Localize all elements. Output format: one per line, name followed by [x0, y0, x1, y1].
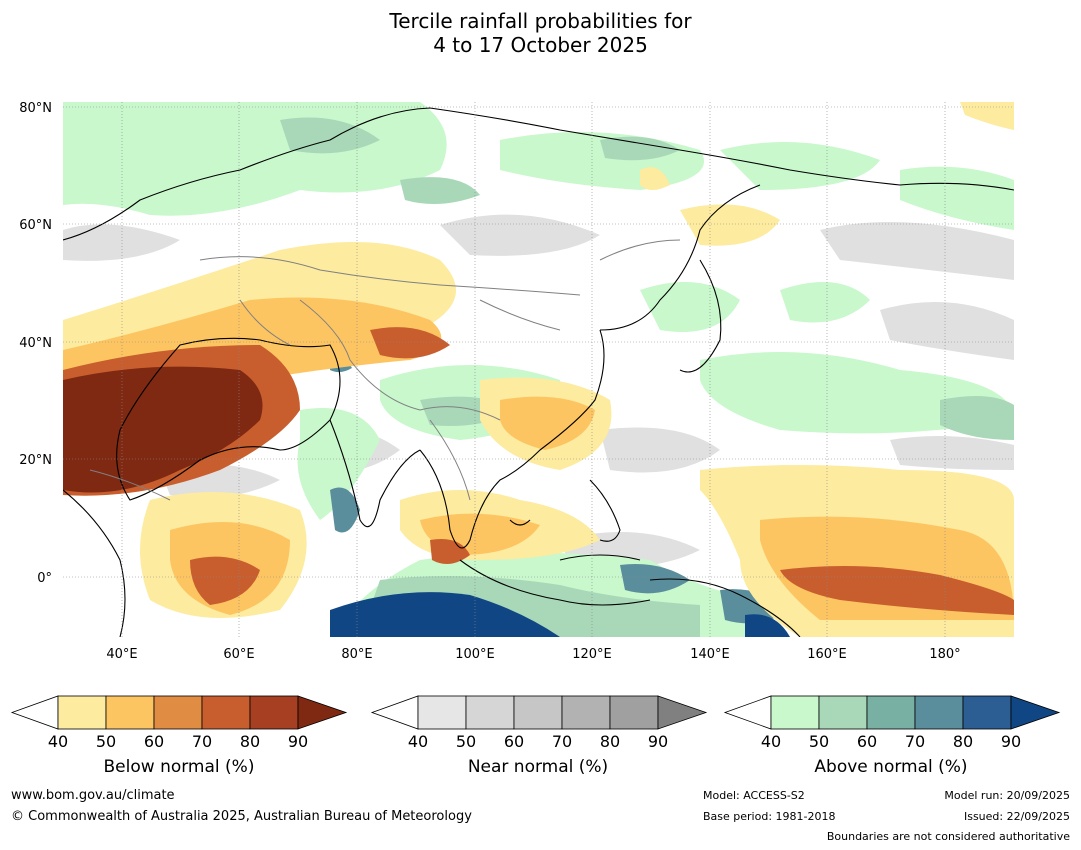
above-tick-label: 90: [1001, 732, 1021, 751]
near-tick-label: 60: [504, 732, 524, 751]
rainfall-probability-map: 80°N 60°N 40°N 20°N 0° 40°E 60°E 80°E 10…: [19, 101, 1014, 660]
below-normal-90-regions: [63, 366, 263, 493]
below-color-swatch: [249, 695, 299, 730]
near-under-triangle: [370, 695, 419, 730]
below-normal-colorbar: 40 50 60 70 80 90: [10, 695, 348, 751]
lon-label: 100°E: [455, 647, 495, 660]
above-tick-label: 40: [761, 732, 781, 751]
near-color-swatch: [417, 695, 467, 730]
copyright-text: © Commonwealth of Australia 2025, Austra…: [11, 809, 472, 824]
above-over-triangle: [1010, 695, 1061, 730]
lon-label: 160°E: [807, 647, 847, 660]
lat-label: 60°N: [19, 218, 52, 233]
lon-label: 80°E: [341, 647, 372, 660]
below-tick-label: 60: [144, 732, 164, 751]
map-title-line-1: Tercile rainfall probabilities for: [389, 9, 692, 33]
model-run-text: Model run: 20/09/2025: [944, 789, 1070, 802]
issued-text: Issued: 22/09/2025: [963, 810, 1070, 823]
lon-label: 140°E: [690, 647, 730, 660]
below-tick-label: 50: [96, 732, 116, 751]
country-borders: [89, 239, 681, 501]
coastlines: [63, 107, 1014, 637]
above-color-swatch: [818, 695, 868, 730]
above-color-swatch: [914, 695, 964, 730]
graticule: [63, 102, 1014, 637]
below-color-swatch: [153, 695, 203, 730]
base-period-text: Base period: 1981-2018: [703, 810, 836, 823]
below-tick-label: 70: [192, 732, 212, 751]
near-normal-label: Near normal (%): [467, 757, 609, 777]
below-color-swatch: [201, 695, 251, 730]
lat-label: 0°: [37, 571, 52, 586]
near-tick-label: 90: [648, 732, 668, 751]
below-under-triangle: [10, 695, 59, 730]
lon-label: 40°E: [106, 647, 137, 660]
lat-label: 20°N: [19, 453, 52, 468]
near-color-swatch: [609, 695, 659, 730]
above-normal-70-regions: [330, 358, 790, 624]
near-over-triangle: [657, 695, 708, 730]
below-color-swatch: [57, 695, 107, 730]
near-color-swatch: [513, 695, 563, 730]
lat-label: 40°N: [19, 336, 52, 351]
above-tick-label: 80: [953, 732, 973, 751]
below-tick-label: 90: [288, 732, 308, 751]
above-under-triangle: [723, 695, 772, 730]
below-tick-label: 40: [48, 732, 68, 751]
above-tick-label: 70: [905, 732, 925, 751]
model-text: Model: ACCESS-S2: [703, 789, 805, 802]
near-tick-label: 70: [552, 732, 572, 751]
lat-label: 80°N: [19, 101, 52, 116]
above-color-swatch: [866, 695, 916, 730]
above-normal-90-regions: [330, 592, 790, 637]
near-tick-label: 50: [456, 732, 476, 751]
above-normal-label: Above normal (%): [814, 757, 968, 777]
probability-fields: [63, 102, 1014, 637]
near-color-swatch: [561, 695, 611, 730]
map-title-line-2: 4 to 17 October 2025: [433, 33, 648, 57]
above-color-swatch: [770, 695, 820, 730]
above-normal-colorbar: 40 50 60 70 80 90: [723, 695, 1061, 751]
lon-label: 60°E: [223, 647, 254, 660]
below-color-swatch: [105, 695, 155, 730]
above-tick-label: 60: [857, 732, 877, 751]
below-over-triangle: [297, 695, 348, 730]
near-tick-label: 40: [408, 732, 428, 751]
disclaimer-text: Boundaries are not considered authoritat…: [826, 830, 1070, 843]
below-normal-label: Below normal (%): [103, 757, 255, 777]
below-tick-label: 80: [240, 732, 260, 751]
above-tick-label: 50: [809, 732, 829, 751]
near-color-swatch: [465, 695, 515, 730]
near-tick-label: 80: [600, 732, 620, 751]
lon-label: 120°E: [572, 647, 612, 660]
near-normal-colorbar: 40 50 60 70 80 90: [370, 695, 708, 751]
above-color-swatch: [962, 695, 1012, 730]
lon-label: 180°: [929, 647, 960, 660]
website-link[interactable]: www.bom.gov.au/climate: [11, 788, 175, 803]
